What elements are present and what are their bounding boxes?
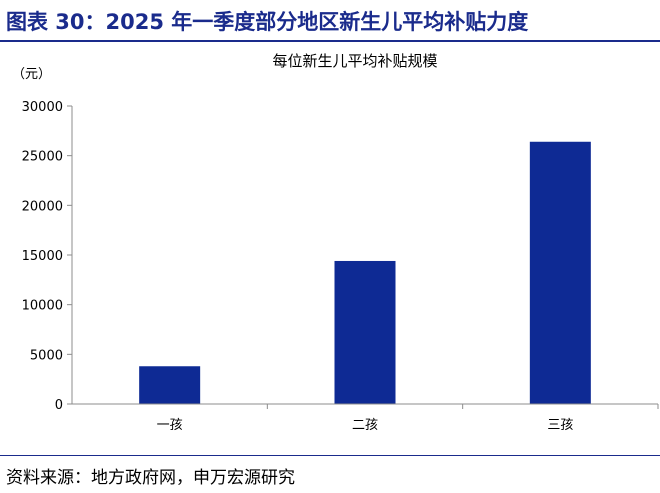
x-tick-label: 一孩 [157, 418, 183, 433]
figure-title: 图表 30：2025 年一季度部分地区新生儿平均补贴力度 [6, 10, 529, 34]
y-tick-label: 25000 [22, 150, 63, 165]
y-tick-label: 15000 [22, 249, 63, 264]
x-axis-labels: 一孩 二孩 三孩 [157, 404, 659, 433]
y-tick-label: 30000 [22, 100, 63, 115]
chart-container: 每位新生儿平均补贴规模 （元） 0 5000 10000 15000 20000 2500… [0, 44, 660, 449]
y-tick-label: 0 [55, 398, 63, 413]
title-underline [0, 40, 660, 42]
chart-title: 每位新生儿平均补贴规模 [272, 52, 437, 70]
bar-1 [139, 366, 201, 404]
footer-rule [0, 455, 660, 456]
source-note: 资料来源：地方政府网，申万宏源研究 [6, 468, 295, 488]
y-axis-ticks: 0 5000 10000 15000 20000 25000 30000 [22, 100, 72, 413]
y-tick-label: 20000 [22, 199, 63, 214]
bar-chart: 每位新生儿平均补贴规模 （元） 0 5000 10000 15000 20000 2500… [12, 52, 659, 433]
bar-2 [334, 260, 396, 404]
bar-3 [529, 141, 591, 404]
bars [139, 141, 591, 404]
y-tick-label: 5000 [30, 348, 63, 363]
header: 图表 30：2025 年一季度部分地区新生儿平均补贴力度 [0, 0, 660, 44]
y-unit-label: （元） [12, 67, 51, 82]
y-tick-label: 10000 [22, 299, 63, 314]
x-tick-label: 三孩 [547, 418, 573, 433]
x-tick-label: 二孩 [352, 418, 378, 433]
